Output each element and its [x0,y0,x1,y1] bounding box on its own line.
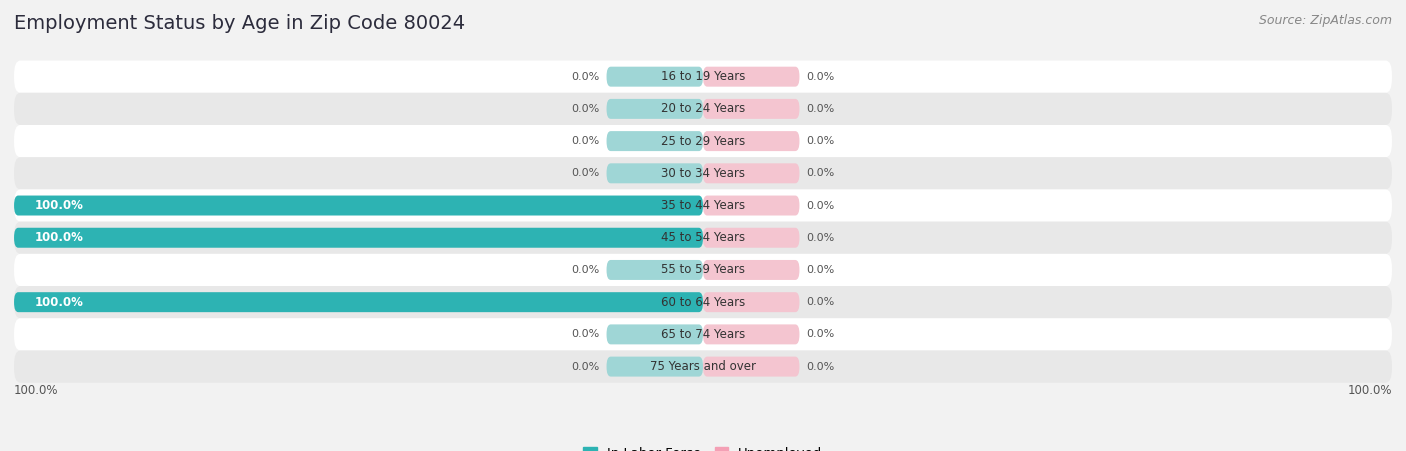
Text: 0.0%: 0.0% [807,168,835,178]
Text: 20 to 24 Years: 20 to 24 Years [661,102,745,115]
Text: 16 to 19 Years: 16 to 19 Years [661,70,745,83]
Text: 0.0%: 0.0% [571,104,599,114]
FancyBboxPatch shape [14,292,703,312]
Text: 0.0%: 0.0% [807,104,835,114]
Text: 100.0%: 100.0% [35,296,83,308]
Legend: In Labor Force, Unemployed: In Labor Force, Unemployed [583,447,823,451]
FancyBboxPatch shape [703,228,800,248]
FancyBboxPatch shape [606,131,703,151]
FancyBboxPatch shape [606,67,703,87]
FancyBboxPatch shape [14,254,1392,286]
Text: 0.0%: 0.0% [807,201,835,211]
FancyBboxPatch shape [703,196,800,216]
FancyBboxPatch shape [703,357,800,377]
Text: 75 Years and over: 75 Years and over [650,360,756,373]
Text: 0.0%: 0.0% [571,265,599,275]
Text: 55 to 59 Years: 55 to 59 Years [661,263,745,276]
FancyBboxPatch shape [606,163,703,183]
FancyBboxPatch shape [606,99,703,119]
FancyBboxPatch shape [14,189,1392,221]
Text: 0.0%: 0.0% [807,362,835,372]
FancyBboxPatch shape [14,318,1392,350]
Text: 0.0%: 0.0% [807,233,835,243]
FancyBboxPatch shape [606,260,703,280]
FancyBboxPatch shape [14,286,1392,318]
Text: 100.0%: 100.0% [1347,384,1392,397]
FancyBboxPatch shape [703,99,800,119]
FancyBboxPatch shape [14,60,1392,93]
Text: 45 to 54 Years: 45 to 54 Years [661,231,745,244]
Text: 65 to 74 Years: 65 to 74 Years [661,328,745,341]
Text: 100.0%: 100.0% [14,384,59,397]
Text: 0.0%: 0.0% [807,136,835,146]
FancyBboxPatch shape [14,350,1392,383]
Text: 0.0%: 0.0% [807,329,835,340]
FancyBboxPatch shape [703,163,800,183]
Text: 0.0%: 0.0% [807,265,835,275]
FancyBboxPatch shape [14,228,703,248]
FancyBboxPatch shape [703,260,800,280]
Text: 100.0%: 100.0% [35,199,83,212]
FancyBboxPatch shape [703,131,800,151]
Text: 60 to 64 Years: 60 to 64 Years [661,296,745,308]
Text: 30 to 34 Years: 30 to 34 Years [661,167,745,180]
Text: Employment Status by Age in Zip Code 80024: Employment Status by Age in Zip Code 800… [14,14,465,32]
FancyBboxPatch shape [703,67,800,87]
Text: 35 to 44 Years: 35 to 44 Years [661,199,745,212]
FancyBboxPatch shape [703,324,800,345]
Text: 0.0%: 0.0% [807,297,835,307]
Text: 25 to 29 Years: 25 to 29 Years [661,134,745,147]
FancyBboxPatch shape [14,125,1392,157]
Text: 0.0%: 0.0% [807,72,835,82]
FancyBboxPatch shape [14,196,703,216]
FancyBboxPatch shape [606,357,703,377]
FancyBboxPatch shape [703,292,800,312]
FancyBboxPatch shape [14,93,1392,125]
Text: Source: ZipAtlas.com: Source: ZipAtlas.com [1258,14,1392,27]
FancyBboxPatch shape [14,157,1392,189]
Text: 0.0%: 0.0% [571,72,599,82]
FancyBboxPatch shape [606,324,703,345]
FancyBboxPatch shape [14,221,1392,254]
Text: 0.0%: 0.0% [571,168,599,178]
Text: 0.0%: 0.0% [571,136,599,146]
Text: 0.0%: 0.0% [571,329,599,340]
Text: 0.0%: 0.0% [571,362,599,372]
Text: 100.0%: 100.0% [35,231,83,244]
